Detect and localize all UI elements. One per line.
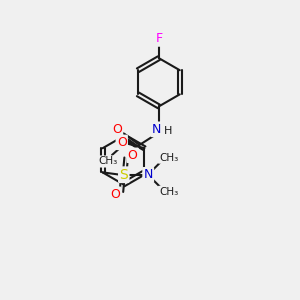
Text: N: N xyxy=(152,123,161,136)
Text: CH₃: CH₃ xyxy=(159,187,178,197)
Text: O: O xyxy=(112,123,122,136)
Text: O: O xyxy=(117,136,127,149)
Text: CH₃: CH₃ xyxy=(159,153,178,163)
Text: H: H xyxy=(164,126,172,136)
Text: O: O xyxy=(110,188,120,201)
Text: S: S xyxy=(119,168,128,182)
Text: F: F xyxy=(155,32,162,46)
Text: N: N xyxy=(143,168,153,181)
Text: CH₃: CH₃ xyxy=(99,157,118,166)
Text: O: O xyxy=(128,149,138,162)
